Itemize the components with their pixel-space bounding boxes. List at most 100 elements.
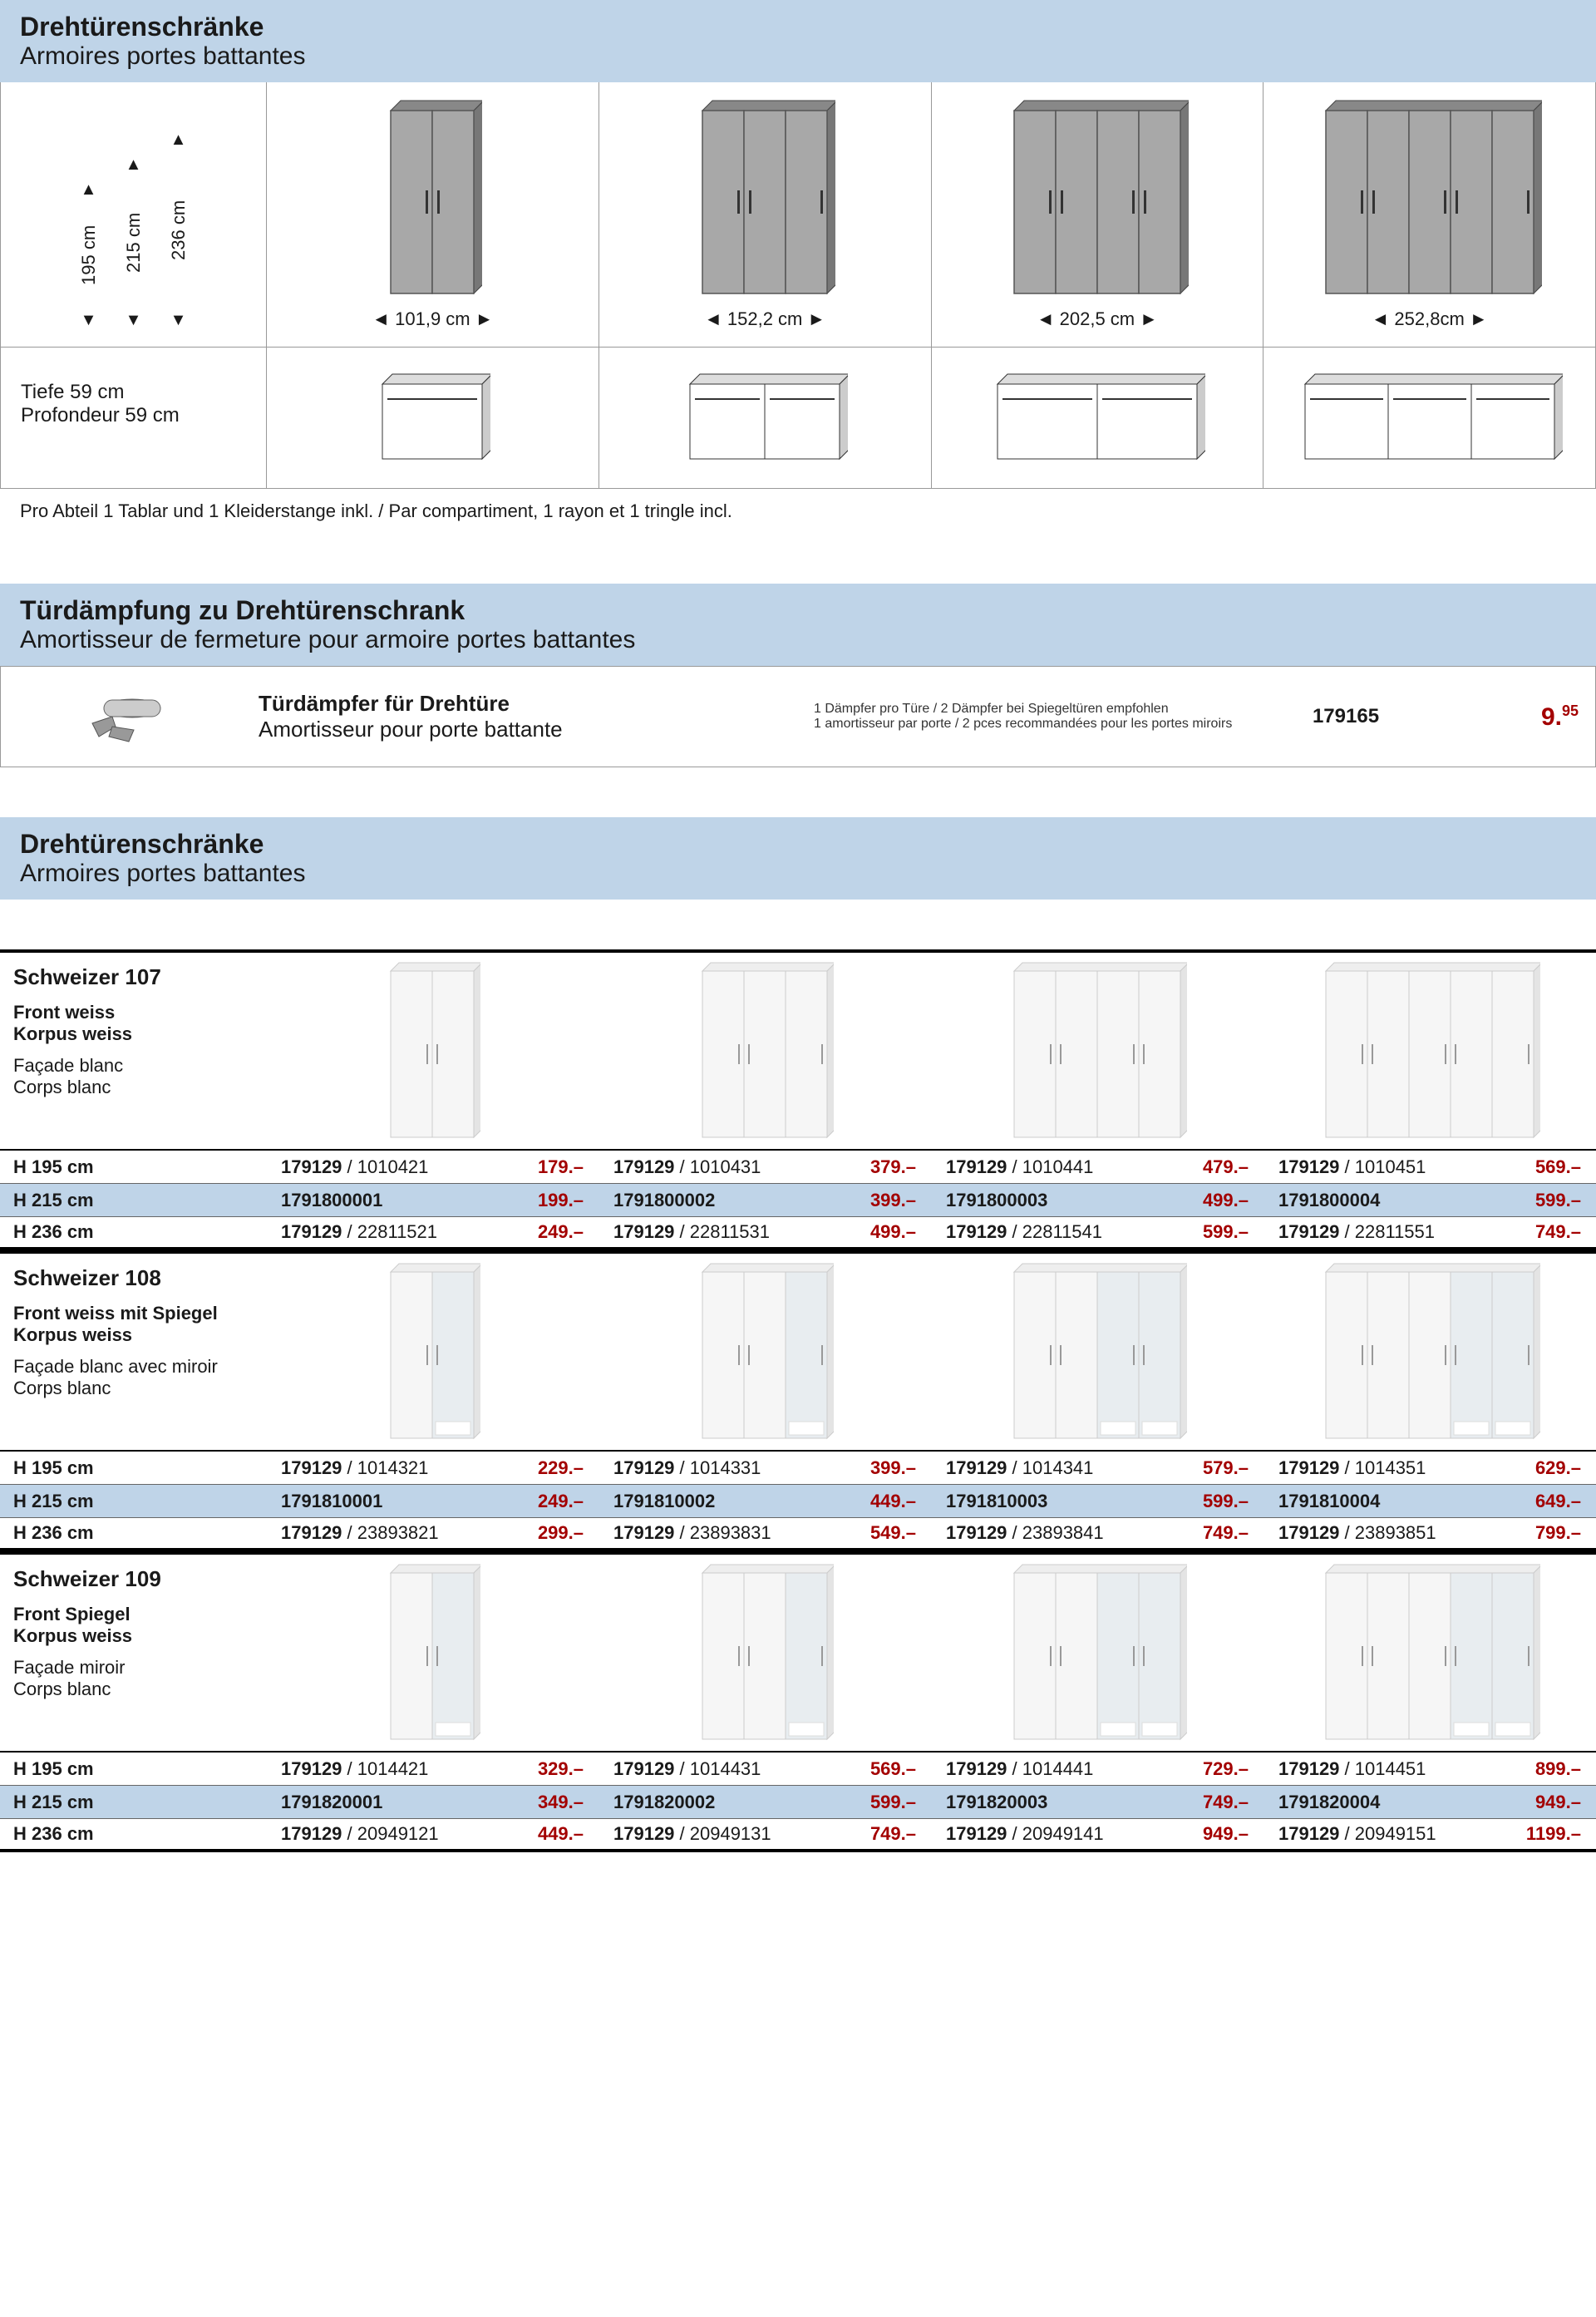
height-label: H 236 cm xyxy=(0,1518,266,1548)
product-head: Schweizer 107Front weissKorpus weissFaça… xyxy=(0,953,1596,1151)
wardrobe-cell-1: ◄152,2 cm► xyxy=(599,82,932,347)
price-cell: 1791800004599.– xyxy=(1264,1184,1596,1216)
sku: 1791820001 xyxy=(281,1792,382,1813)
price: 579.– xyxy=(1203,1457,1249,1479)
price-cell: 179129 / 1014431569.– xyxy=(598,1753,931,1785)
product-group: Schweizer 107Front weissKorpus weissFaça… xyxy=(0,949,1596,1250)
product-image xyxy=(1007,961,1187,1141)
product-groups: Schweizer 107Front weissKorpus weissFaça… xyxy=(0,949,1596,1852)
damper-name-de: Türdämpfer für Drehtüre xyxy=(259,691,789,717)
wardrobe-icon xyxy=(382,99,482,298)
price-cell: 179129 / 23893821299.– xyxy=(266,1518,598,1548)
price: 449.– xyxy=(538,1823,584,1845)
sku: 1791820002 xyxy=(613,1792,715,1813)
price: 569.– xyxy=(1535,1156,1581,1178)
product-name: Schweizer 107 xyxy=(13,964,253,990)
height-arrow: ▲195 cm▼ xyxy=(78,180,100,330)
price: 749.– xyxy=(1535,1221,1581,1243)
damper-image xyxy=(17,683,234,750)
price-cell: 179129 / 22811521249.– xyxy=(266,1217,598,1247)
height-arrow: ▲215 cm▼ xyxy=(123,155,145,330)
wardrobe-cell-0: ◄101,9 cm► xyxy=(267,82,599,347)
price: 379.– xyxy=(870,1156,916,1178)
price-main: 9. xyxy=(1541,703,1562,731)
price-cell: 1791820003749.– xyxy=(931,1786,1264,1818)
width-label: ◄202,5 cm► xyxy=(1037,308,1158,330)
price-row: H 215 cm1791800001199.–1791800002399.–17… xyxy=(0,1184,1596,1217)
price: 599.– xyxy=(1535,1190,1581,1211)
depth-row: Tiefe 59 cm Profondeur 59 cm xyxy=(0,348,1596,489)
sku: 179129 / 20949131 xyxy=(613,1823,771,1845)
sku: 179129 / 1010421 xyxy=(281,1156,428,1178)
topview-icon xyxy=(374,372,490,464)
price-row: H 236 cm179129 / 20949121449.–179129 / 2… xyxy=(0,1819,1596,1852)
product-image xyxy=(696,1262,834,1442)
price: 599.– xyxy=(1203,1491,1249,1512)
sku: 1791810001 xyxy=(281,1491,382,1512)
price: 599.– xyxy=(1203,1221,1249,1243)
product-image-cell xyxy=(1264,953,1596,1149)
wardrobe-icon xyxy=(1318,99,1542,298)
sku: 179129 / 22811551 xyxy=(1278,1221,1435,1243)
price: 549.– xyxy=(870,1522,916,1544)
product-group: Schweizer 108 Front weiss mit SpiegelKorp… xyxy=(0,1250,1596,1551)
price-cell: 179129 / 1014421329.– xyxy=(266,1753,598,1785)
sku: 179129 / 22811521 xyxy=(281,1221,437,1243)
damper-note: 1 Dämpfer pro Türe / 2 Dämpfer bei Spieg… xyxy=(814,702,1246,732)
product-image xyxy=(384,1563,480,1743)
product-label: Schweizer 107Front weissKorpus weissFaça… xyxy=(0,953,266,1149)
price-cell: 1791820002 599.– xyxy=(598,1786,931,1818)
depth-label: Tiefe 59 cm Profondeur 59 cm xyxy=(1,348,267,488)
product-image-cell xyxy=(598,1254,931,1450)
product-image-cell xyxy=(266,953,598,1149)
topview-icon xyxy=(682,372,848,464)
section-damper: Türdämpfung zu Drehtürenschrank Amortiss… xyxy=(0,584,1596,767)
spec-fr: Façade blanc avec miroirCorps blanc xyxy=(13,1356,253,1399)
product-image-cell xyxy=(1264,1555,1596,1751)
price-cell: 179129 / 1014331 399.– xyxy=(598,1452,931,1484)
price-cell: 179129 / 22811551 749.– xyxy=(1264,1217,1596,1247)
price-cell: 179129 / 209491511199.– xyxy=(1264,1819,1596,1849)
price-cell: 1791800002399.– xyxy=(598,1184,931,1216)
spec-de: Front SpiegelKorpus weiss xyxy=(13,1604,253,1647)
product-label: Schweizer 108 Front weiss mit SpiegelKorp… xyxy=(0,1254,266,1450)
damper-price: 9.95 xyxy=(1446,702,1579,732)
price: 299.– xyxy=(538,1522,584,1544)
sku: 179129 / 1014341 xyxy=(946,1457,1093,1479)
price-cell: 179129 / 20949131749.– xyxy=(598,1819,931,1849)
price: 329.– xyxy=(538,1758,584,1780)
price-row: H 236 cm179129 / 23893821299.–179129 / 2… xyxy=(0,1518,1596,1551)
price-cell: 179129 / 22811531499.– xyxy=(598,1217,931,1247)
sku: 179129 / 1010431 xyxy=(613,1156,761,1178)
sku: 1791800002 xyxy=(613,1190,715,1211)
sku: 179129 / 20949151 xyxy=(1278,1823,1436,1845)
spec-de: Front weiss mit SpiegelKorpus weiss xyxy=(13,1303,253,1346)
height-label: H 215 cm xyxy=(0,1786,266,1818)
price: 399.– xyxy=(870,1457,916,1479)
price: 729.– xyxy=(1203,1758,1249,1780)
products-title-de: Drehtürenschränke xyxy=(20,829,1576,860)
product-name: Schweizer 108 xyxy=(13,1265,253,1291)
product-image xyxy=(696,961,834,1141)
sku: 179129 / 1014331 xyxy=(613,1457,761,1479)
price-cell: 179129 / 1010431 379.– xyxy=(598,1151,931,1183)
price: 599.– xyxy=(870,1792,916,1813)
depth-cell-2 xyxy=(932,348,1264,488)
product-image-cell xyxy=(598,1555,931,1751)
height-arrow: ▲236 cm▼ xyxy=(168,131,190,330)
product-image-cell xyxy=(598,953,931,1149)
price-cents: 95 xyxy=(1562,702,1579,719)
width-label: ◄101,9 cm► xyxy=(372,308,493,330)
price-cell: 179129 / 20949141949.– xyxy=(931,1819,1264,1849)
price: 629.– xyxy=(1535,1457,1581,1479)
price-cell: 179129 / 1014351629.– xyxy=(1264,1452,1596,1484)
price-cell: 1791810002449.– xyxy=(598,1485,931,1517)
price-row: H 215 cm1791820001349.–1791820002599.–17… xyxy=(0,1786,1596,1819)
width-label: ◄152,2 cm► xyxy=(704,308,825,330)
product-image xyxy=(1007,1262,1187,1442)
product-image xyxy=(1319,1262,1540,1442)
width-label: ◄252,8cm► xyxy=(1372,308,1488,330)
sku: 1791820003 xyxy=(946,1792,1047,1813)
sku: 179129 / 22811531 xyxy=(613,1221,770,1243)
sku: 179129 / 1010441 xyxy=(946,1156,1093,1178)
